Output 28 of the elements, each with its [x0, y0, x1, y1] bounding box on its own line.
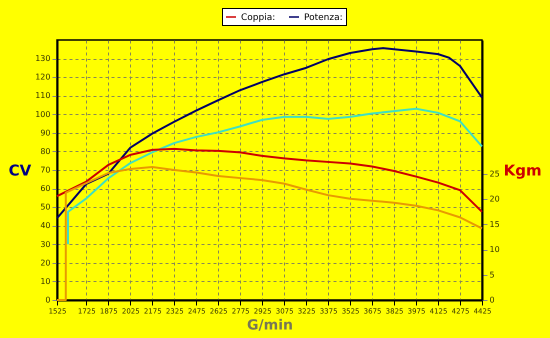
y-axis-title: CV	[8, 162, 32, 180]
y-tick-label: 20	[40, 258, 50, 268]
line-series	[56, 47, 483, 220]
y-tick-label: 0	[45, 296, 50, 304]
y-tick-label: 120	[35, 72, 50, 82]
y2-tick-label: 10	[490, 245, 500, 254]
y2-tick-label: 0	[490, 296, 495, 304]
y2-tick-label: 15	[490, 220, 500, 229]
x-axis-title: G/min	[247, 318, 293, 334]
legend-label: Coppia:	[241, 13, 276, 23]
y-tick-label: 50	[40, 202, 50, 212]
line-series	[56, 148, 483, 213]
y-tick-label: 10	[40, 276, 50, 286]
y-tick-label: 30	[40, 240, 50, 249]
y-tick-label: 110	[35, 91, 50, 100]
y2-tick-label: 25	[490, 170, 500, 179]
y-tick-label: 90	[40, 128, 50, 138]
y-tick-label: 60	[40, 184, 50, 194]
y-tick-label: 130	[35, 54, 50, 64]
line-series	[66, 108, 483, 246]
y2-tick-label: 20	[490, 194, 500, 204]
legend-label: Potenza:	[304, 13, 343, 23]
y2-tick-label: 5	[490, 270, 495, 280]
y2-axis-title: Kgm	[504, 162, 542, 180]
y-tick-label: 80	[40, 146, 50, 156]
y-tick-label: 100	[35, 110, 50, 119]
y-tick-label: 70	[40, 166, 50, 174]
y-tick-label: 40	[40, 221, 50, 230]
